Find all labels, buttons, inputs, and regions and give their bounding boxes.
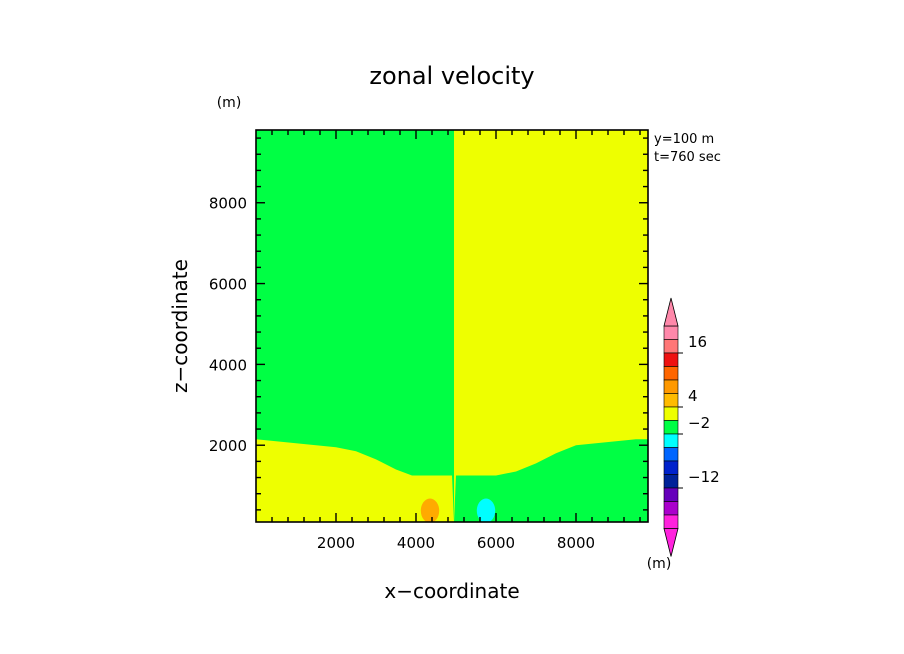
x-axis-label: x−coordinate	[384, 579, 519, 603]
colorbar-label: 16	[688, 333, 707, 351]
colorbar-unit: (m)	[647, 556, 672, 572]
colorbar-cell	[663, 366, 679, 381]
region-lower-left	[256, 439, 454, 522]
colorbar-cell	[663, 433, 679, 448]
info-time: t=760 sec	[654, 150, 721, 165]
chart-title: zonal velocity	[369, 62, 534, 90]
colorbar-cell	[663, 474, 679, 489]
x-tick-label: 6000	[477, 534, 515, 552]
colorbar-cell	[663, 420, 679, 435]
colorbar-bottom-extend	[663, 528, 679, 557]
colorbar-cell	[663, 393, 679, 408]
colorbar-cell	[663, 514, 679, 529]
colorbar-cell	[663, 339, 679, 354]
colorbar: 16 4 −2 −12	[663, 297, 720, 557]
region-lower-right	[454, 439, 648, 522]
y-axis-label: z−coordinate	[168, 259, 192, 393]
plot-frame	[255, 129, 649, 523]
colorbar-cell	[663, 352, 679, 367]
y-tick-label: 6000	[209, 276, 247, 294]
field-regions	[256, 130, 648, 522]
info-y-position: y=100 m	[654, 132, 714, 147]
colorbar-cell	[663, 487, 679, 502]
velocity-blob-cyan	[476, 498, 496, 522]
colorbar-label: −12	[688, 468, 720, 486]
contour-field	[256, 130, 648, 522]
colorbar-cell	[663, 460, 679, 475]
colorbar-cell	[663, 406, 679, 421]
velocity-blob-orange	[420, 498, 440, 522]
y-tick-label: 2000	[209, 437, 247, 455]
colorbar-top-extend	[663, 297, 679, 327]
x-tick-label: 4000	[397, 534, 435, 552]
colorbar-cell	[663, 501, 679, 516]
y-tick-label: 8000	[209, 195, 247, 213]
colorbar-cell	[663, 325, 679, 340]
x-tick-label: 8000	[557, 534, 595, 552]
colorbar-label: −2	[688, 414, 710, 432]
x-tick-label: 2000	[317, 534, 355, 552]
colorbar-cell	[663, 447, 679, 462]
y-tick-label: 4000	[209, 356, 247, 374]
y-axis-unit: (m)	[217, 95, 242, 111]
colorbar-label: 4	[688, 387, 698, 405]
colorbar-cell	[663, 379, 679, 394]
axes: 2000 4000 6000 8000 2000 4000 6000 8000	[209, 129, 649, 552]
